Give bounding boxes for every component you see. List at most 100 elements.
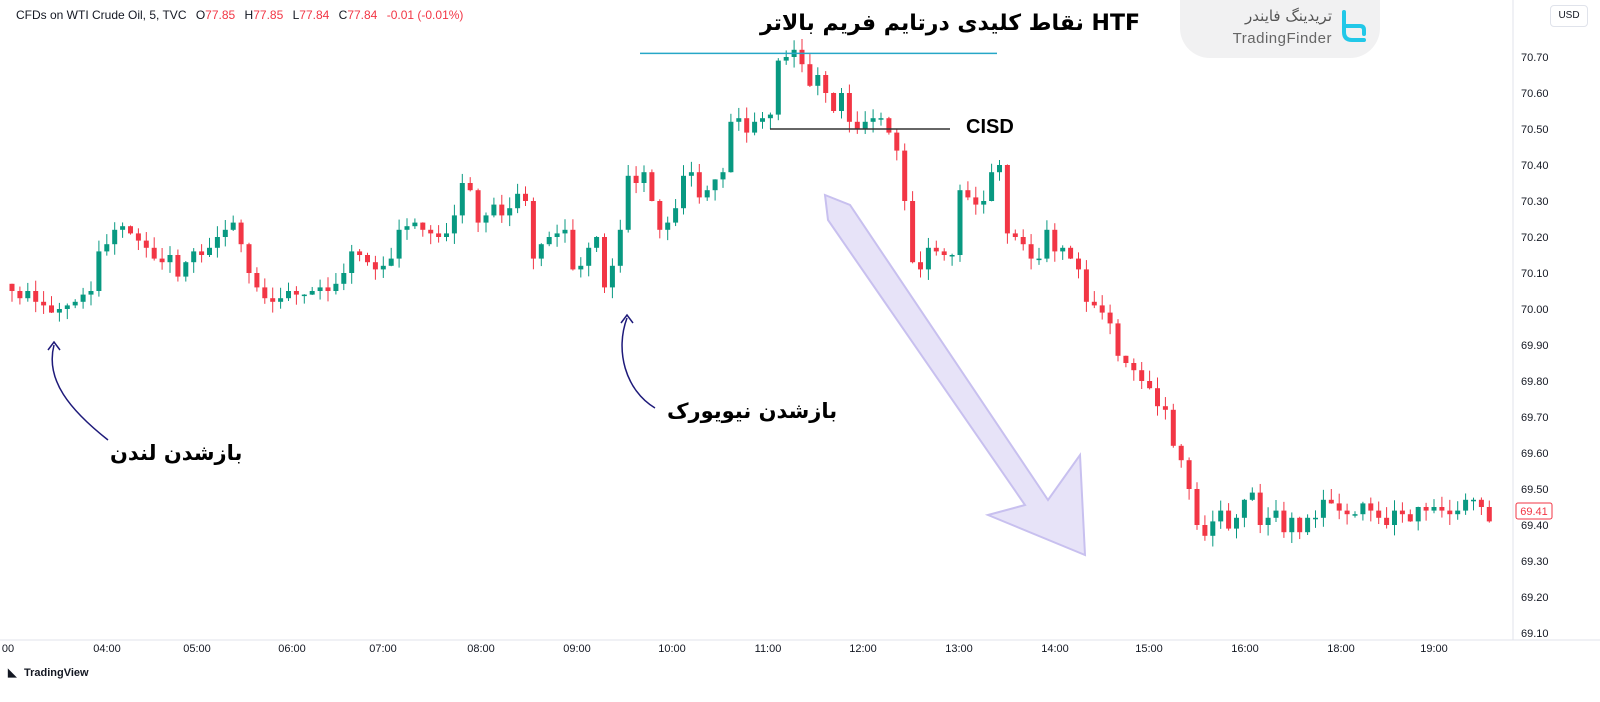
- candle-body: [941, 251, 947, 255]
- candle-body: [1241, 499, 1247, 518]
- candle-body: [933, 247, 939, 252]
- candle-body: [1289, 517, 1295, 533]
- candle-body: [41, 301, 47, 306]
- candle-body: [1320, 499, 1326, 518]
- candle: [357, 249, 363, 262]
- london-arrowhead-icon: [47, 340, 61, 351]
- candle: [1297, 516, 1303, 540]
- candle-body: [491, 204, 497, 216]
- candle: [546, 231, 552, 247]
- candle: [578, 257, 584, 278]
- candle-body: [365, 255, 370, 263]
- candle: [523, 186, 528, 206]
- candle: [775, 58, 781, 121]
- candle-body: [1313, 517, 1318, 520]
- candle: [633, 166, 639, 194]
- candle: [151, 237, 157, 261]
- candle: [1162, 397, 1168, 420]
- candle-body: [625, 175, 631, 230]
- candle: [562, 219, 568, 243]
- candle: [846, 84, 852, 133]
- candle-body: [143, 240, 149, 248]
- symbol-header: CFDs on WTI Crude Oil, 5, TVC O77.85 H77…: [16, 8, 464, 22]
- candle-body: [1415, 507, 1421, 522]
- candle-body: [617, 229, 623, 266]
- candle: [1407, 509, 1413, 522]
- candle: [1455, 501, 1461, 520]
- candle-body: [72, 301, 78, 306]
- candle: [64, 303, 70, 320]
- time-tick-label: 10:00: [658, 643, 686, 655]
- candle: [491, 197, 497, 218]
- candle: [910, 191, 916, 264]
- candle-body: [799, 49, 805, 65]
- candle-body: [88, 291, 94, 295]
- candle: [1273, 500, 1279, 522]
- candle: [902, 143, 908, 211]
- time-axis[interactable]: 00 04:00 05:00 06:00 07:00 08:00 09:00 10:00 11:…: [2, 643, 1448, 655]
- candle: [167, 246, 173, 273]
- candle: [941, 248, 947, 261]
- candle-body: [641, 172, 647, 183]
- candle-body: [483, 215, 489, 223]
- candle: [72, 299, 78, 309]
- candle-body: [333, 283, 339, 291]
- candle-body: [989, 172, 995, 201]
- candle: [925, 237, 931, 280]
- candle: [325, 277, 331, 302]
- candle-body: [388, 258, 394, 266]
- candle-body: [1281, 510, 1287, 533]
- price-tick-label: 69.40: [1521, 520, 1549, 532]
- candle-body: [1328, 499, 1334, 504]
- candle-body: [586, 247, 592, 266]
- time-tick-label: 12:00: [849, 643, 877, 655]
- candle-body: [538, 244, 544, 259]
- candle-body: [1486, 507, 1492, 522]
- candle: [436, 225, 442, 243]
- candle: [681, 165, 686, 215]
- candle: [712, 179, 718, 201]
- candle-body: [1123, 355, 1129, 363]
- candle-body: [1439, 507, 1445, 511]
- candle-body: [293, 291, 299, 295]
- candle: [1194, 482, 1200, 530]
- candle-body: [112, 229, 118, 245]
- candle: [420, 222, 426, 237]
- tradingview-logo[interactable]: ◣ TradingView: [8, 667, 89, 679]
- candle: [688, 161, 694, 187]
- bearish-arrow-icon[interactable]: [823, 193, 1087, 557]
- candle: [1020, 229, 1026, 251]
- candle: [56, 302, 62, 322]
- candle-body: [815, 75, 821, 86]
- candle-body: [910, 201, 916, 263]
- candle-body: [436, 233, 442, 237]
- candle: [831, 92, 837, 113]
- candle-body: [1107, 312, 1113, 324]
- candle-body: [56, 309, 62, 313]
- candle-body: [428, 229, 434, 234]
- last-price-label: 69.41: [1520, 506, 1548, 518]
- price-tick-label: 69.50: [1521, 484, 1549, 496]
- candle-body: [902, 150, 908, 201]
- candle-body: [1083, 269, 1089, 302]
- price-axis[interactable]: 70.70 70.60 70.50 70.40 70.30 70.20 70.10 70.00…: [1521, 52, 1549, 640]
- candle: [1368, 497, 1374, 522]
- price-tick-label: 70.50: [1521, 124, 1549, 136]
- candle-body: [602, 237, 607, 288]
- candle-body: [886, 118, 892, 133]
- candle-body: [1249, 492, 1255, 500]
- candle-body: [997, 165, 1002, 173]
- candle: [1328, 489, 1334, 504]
- currency-button[interactable]: USD: [1550, 5, 1588, 27]
- candle: [412, 218, 418, 229]
- candle-body: [736, 118, 742, 122]
- price-tick-label: 69.60: [1521, 448, 1549, 460]
- candle: [704, 185, 710, 201]
- candle: [1249, 487, 1255, 501]
- candle-body: [1234, 517, 1239, 529]
- candle-body: [1099, 305, 1105, 313]
- candle: [862, 111, 868, 134]
- candle: [333, 273, 339, 295]
- candle: [1186, 457, 1192, 500]
